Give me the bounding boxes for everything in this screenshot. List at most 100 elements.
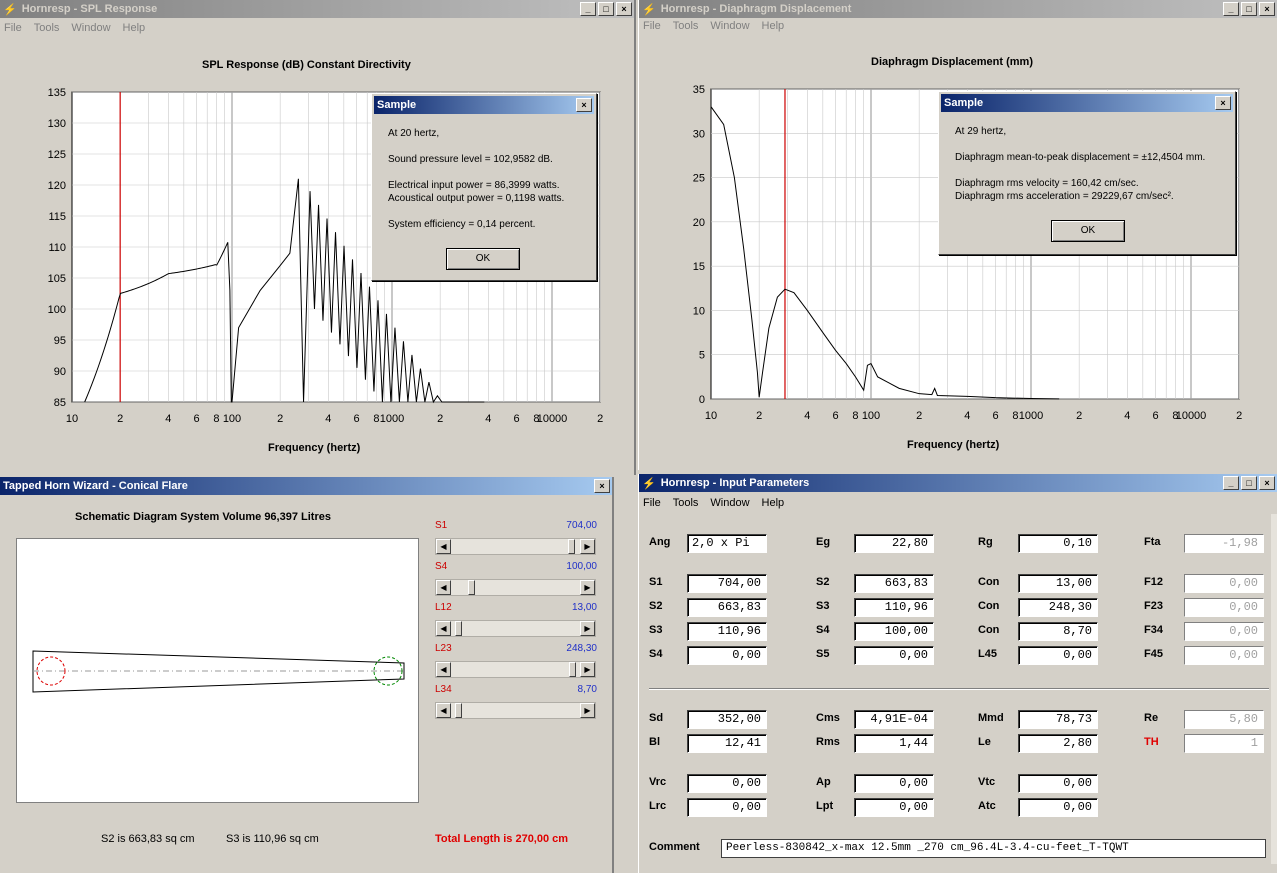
param-field[interactable]: 13,00 (1018, 574, 1098, 593)
comment-label: Comment (649, 841, 700, 853)
scroll-right-icon[interactable]: ▶ (580, 539, 595, 554)
param-field[interactable]: 110,96 (687, 622, 767, 641)
close-button[interactable]: × (1259, 476, 1275, 490)
spl-titlebar[interactable]: ⚡ Hornresp - SPL Response _ □ × (0, 0, 634, 18)
scroll-right-icon[interactable]: ▶ (580, 703, 595, 718)
dialog-close-button[interactable]: × (1215, 96, 1231, 110)
y-tick-label: 135 (48, 87, 66, 99)
param-label: Atc (978, 800, 996, 812)
param-label: S3 (649, 624, 663, 636)
dialog-titlebar: Sample × (941, 94, 1233, 112)
menu-help[interactable]: Help (761, 497, 785, 509)
param-field[interactable]: 0,00 (687, 798, 767, 817)
scroll-left-icon[interactable]: ◀ (436, 662, 451, 677)
scroll-right-icon[interactable]: ▶ (580, 580, 595, 595)
comment-field[interactable]: Peerless-830842_x-max 12.5mm _270 cm_96.… (721, 839, 1266, 858)
param-field[interactable]: 0,00 (687, 774, 767, 793)
param-field[interactable]: 0,00 (687, 646, 767, 665)
wizard-titlebar[interactable]: Tapped Horn Wizard - Conical Flare × (0, 477, 612, 495)
separator (649, 688, 1269, 690)
param-label: TH (1144, 736, 1159, 748)
param-field[interactable]: 0,00 (1018, 798, 1098, 817)
slider-thumb[interactable] (568, 539, 576, 554)
param-label: Vrc (649, 776, 667, 788)
menu-tools[interactable]: Tools (672, 497, 699, 509)
menu-help[interactable]: Help (122, 22, 146, 34)
param-field[interactable]: 0,00 (854, 646, 934, 665)
param-field[interactable]: 0,00 (1018, 646, 1098, 665)
slider-track[interactable]: ◀ ▶ (435, 579, 596, 596)
menu-file[interactable]: File (4, 22, 22, 34)
param-field[interactable]: 2,80 (1018, 734, 1098, 753)
param-field[interactable]: 663,83 (854, 574, 934, 593)
ok-button[interactable]: OK (1051, 220, 1125, 242)
param-field[interactable]: 4,91E-04 (854, 710, 934, 729)
scroll-left-icon[interactable]: ◀ (436, 580, 451, 595)
schematic-canvas (16, 538, 419, 803)
maximize-button[interactable]: □ (1241, 476, 1257, 490)
scroll-right-icon[interactable]: ▶ (580, 621, 595, 636)
menu-window[interactable]: Window (710, 497, 750, 509)
dialog-close-button[interactable]: × (576, 98, 592, 112)
param-field[interactable]: 0,00 (854, 798, 934, 817)
y-tick-label: 0 (699, 394, 705, 406)
maximize-button[interactable]: □ (598, 2, 614, 16)
slider-thumb[interactable] (468, 580, 476, 595)
param-field[interactable]: 1,44 (854, 734, 934, 753)
param-field[interactable]: 8,70 (1018, 622, 1098, 641)
scroll-left-icon[interactable]: ◀ (436, 703, 451, 718)
param-field[interactable]: 0,10 (1018, 534, 1098, 553)
menu-help[interactable]: Help (761, 20, 785, 32)
menu-tools[interactable]: Tools (33, 22, 60, 34)
input-parameters-window: ⚡ Hornresp - Input Parameters _ □ × File… (638, 474, 1277, 873)
slider-track[interactable]: ◀ ▶ (435, 538, 596, 555)
param-field[interactable]: 248,30 (1018, 598, 1098, 617)
x-tick-label: 8 (1172, 410, 1178, 422)
param-field[interactable]: 663,83 (687, 598, 767, 617)
param-field[interactable]: 22,80 (854, 534, 934, 553)
disp-titlebar[interactable]: ⚡ Hornresp - Diaphragm Displacement _ □ … (639, 0, 1277, 18)
param-field[interactable]: 110,96 (854, 598, 934, 617)
menu-tools[interactable]: Tools (672, 20, 699, 32)
s3-area: S3 is 110,96 sq cm (226, 833, 319, 845)
slider-thumb[interactable] (454, 621, 462, 636)
scroll-left-icon[interactable]: ◀ (436, 539, 451, 554)
x-tick-label: 2 (756, 410, 762, 422)
menu-file[interactable]: File (643, 497, 661, 509)
param-field[interactable]: 2,0 x Pi (687, 534, 767, 553)
slider-track[interactable]: ◀ ▶ (435, 702, 596, 719)
close-button[interactable]: × (616, 2, 632, 16)
menu-window[interactable]: Window (71, 22, 111, 34)
slider-thumb[interactable] (454, 703, 462, 718)
param-field[interactable]: 12,41 (687, 734, 767, 753)
slider-track[interactable]: ◀ ▶ (435, 620, 596, 637)
slider-track[interactable]: ◀ ▶ (435, 661, 596, 678)
scrollbar[interactable] (1271, 514, 1277, 864)
scroll-right-icon[interactable]: ▶ (580, 662, 595, 677)
param-field[interactable]: 78,73 (1018, 710, 1098, 729)
minimize-button[interactable]: _ (580, 2, 596, 16)
menu-window[interactable]: Window (710, 20, 750, 32)
param-field[interactable]: 0,00 (1018, 774, 1098, 793)
x-tick-label: 6 (992, 410, 998, 422)
maximize-button[interactable]: □ (1241, 2, 1257, 16)
minimize-button[interactable]: _ (1223, 2, 1239, 16)
close-button[interactable]: × (1259, 2, 1275, 16)
param-field[interactable]: 352,00 (687, 710, 767, 729)
close-button[interactable]: × (594, 479, 610, 493)
param-field[interactable]: 704,00 (687, 574, 767, 593)
slider-thumb[interactable] (569, 662, 577, 677)
x-tick-label: 2 (277, 413, 283, 425)
ok-button[interactable]: OK (446, 248, 520, 270)
minimize-button[interactable]: _ (1223, 476, 1239, 490)
y-tick-label: 30 (693, 128, 705, 140)
params-titlebar[interactable]: ⚡ Hornresp - Input Parameters _ □ × (639, 474, 1277, 492)
x-tick-label: 2 (1076, 410, 1082, 422)
scroll-left-icon[interactable]: ◀ (436, 621, 451, 636)
menu-file[interactable]: File (643, 20, 661, 32)
y-tick-label: 130 (48, 118, 66, 130)
param-field[interactable]: 100,00 (854, 622, 934, 641)
wizard-title: Tapped Horn Wizard - Conical Flare (3, 480, 188, 492)
x-tick-label: 10000 (537, 413, 568, 425)
param-field[interactable]: 0,00 (854, 774, 934, 793)
